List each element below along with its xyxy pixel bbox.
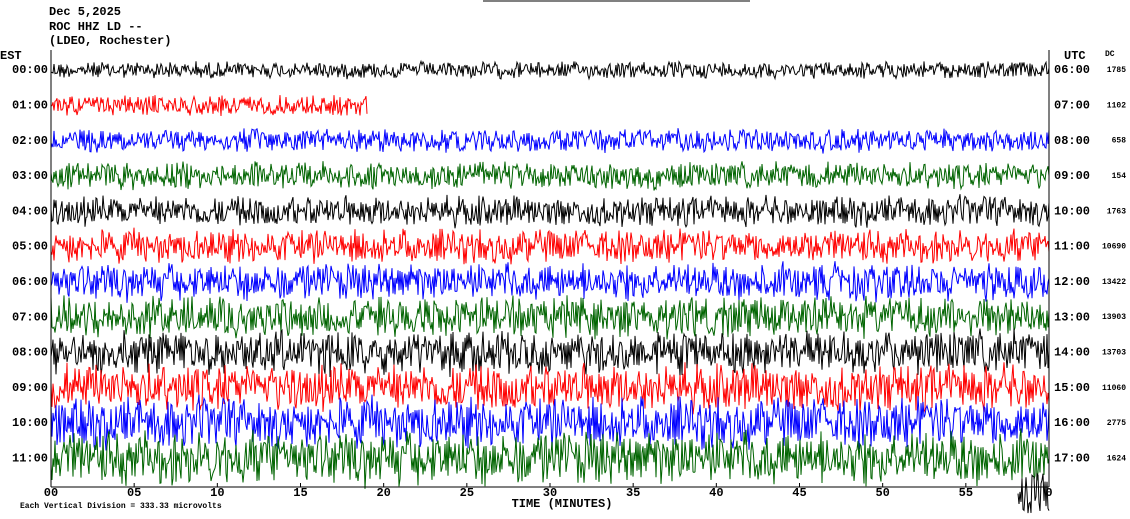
x-tick-label: 30 bbox=[543, 486, 557, 500]
utc-label: 11:00 bbox=[1054, 240, 1090, 254]
utc-label: 06:00 bbox=[1054, 63, 1090, 77]
trace bbox=[50, 394, 1050, 451]
est-label: 06:00 bbox=[12, 275, 48, 289]
est-label: 01:00 bbox=[12, 98, 48, 112]
utc-label: 10:00 bbox=[1054, 204, 1090, 218]
utc-label: 16:00 bbox=[1054, 416, 1090, 430]
utc-label: 08:00 bbox=[1054, 134, 1090, 148]
x-tick-label: 05 bbox=[127, 486, 141, 500]
utc-label: 09:00 bbox=[1054, 169, 1090, 183]
station: ROC HHZ LD -- bbox=[49, 20, 143, 34]
dc-value: 658 bbox=[1112, 137, 1127, 146]
trace bbox=[50, 362, 1050, 415]
dc-value: 1624 bbox=[1107, 454, 1126, 463]
est-label: 10:00 bbox=[12, 416, 48, 430]
x-tick-label: 00 bbox=[44, 486, 58, 500]
trace bbox=[50, 227, 1050, 265]
dc-value: 1785 bbox=[1107, 66, 1126, 75]
dc-value: 13703 bbox=[1102, 349, 1126, 358]
trace bbox=[50, 59, 1050, 81]
est-label: 05:00 bbox=[12, 240, 48, 254]
utc-label: 12:00 bbox=[1054, 275, 1090, 289]
utc-label: 07:00 bbox=[1054, 98, 1090, 112]
left-label: EST bbox=[0, 49, 22, 63]
x-tick-label: 55 bbox=[959, 486, 973, 500]
network: (LDEO, Rochester) bbox=[49, 34, 171, 48]
dc-value: 11060 bbox=[1102, 384, 1126, 393]
traces bbox=[50, 59, 1050, 514]
est-label: 02:00 bbox=[12, 134, 48, 148]
utc-label: 17:00 bbox=[1054, 451, 1090, 465]
x-tick-label: 0 bbox=[1045, 486, 1052, 500]
est-label: 08:00 bbox=[12, 346, 48, 360]
utc-label: 15:00 bbox=[1054, 381, 1090, 395]
trace bbox=[50, 161, 1050, 191]
x-tick-label: 45 bbox=[792, 486, 806, 500]
est-label: 00:00 bbox=[12, 63, 48, 77]
dc-label: DC bbox=[1105, 50, 1115, 59]
trace bbox=[50, 94, 368, 117]
trace bbox=[50, 261, 1050, 303]
x-tick-label: 10 bbox=[210, 486, 224, 500]
dc-value: 1763 bbox=[1107, 207, 1126, 216]
labels: 00:00 06:00 1785 01:00 07:00 1102 02:00 08:00 65… bbox=[12, 63, 1126, 500]
trace bbox=[50, 194, 1050, 229]
x-tick-label: 35 bbox=[626, 486, 640, 500]
x-tick-label: 40 bbox=[709, 486, 723, 500]
dc-value: 2775 bbox=[1107, 419, 1126, 428]
dc-value: 1102 bbox=[1107, 101, 1126, 110]
est-label: 07:00 bbox=[12, 310, 48, 324]
x-tick-label: 25 bbox=[460, 486, 474, 500]
right-label: UTC bbox=[1064, 49, 1086, 63]
dc-value: 13903 bbox=[1102, 313, 1126, 322]
trace-burst bbox=[1017, 472, 1050, 514]
est-label: 04:00 bbox=[12, 204, 48, 218]
x-tick-label: 50 bbox=[875, 486, 889, 500]
est-label: 03:00 bbox=[12, 169, 48, 183]
x-title: TIME (MINUTES) bbox=[512, 497, 613, 511]
dc-value: 10690 bbox=[1102, 243, 1126, 252]
trace bbox=[50, 127, 1050, 154]
trace bbox=[50, 328, 1050, 378]
x-tick-label: 20 bbox=[376, 486, 390, 500]
utc-label: 13:00 bbox=[1054, 310, 1090, 324]
date: Dec 5,2025 bbox=[49, 5, 121, 19]
dc-value: 154 bbox=[1112, 172, 1127, 181]
x-tick-label: 15 bbox=[293, 486, 307, 500]
est-label: 09:00 bbox=[12, 381, 48, 395]
trace bbox=[50, 428, 1050, 489]
dc-value: 13422 bbox=[1102, 278, 1126, 287]
est-label: 11:00 bbox=[12, 451, 48, 465]
trace bbox=[50, 295, 1050, 340]
utc-label: 14:00 bbox=[1054, 346, 1090, 360]
footer: Each Vertical Division = 333.33 microvol… bbox=[20, 502, 222, 511]
